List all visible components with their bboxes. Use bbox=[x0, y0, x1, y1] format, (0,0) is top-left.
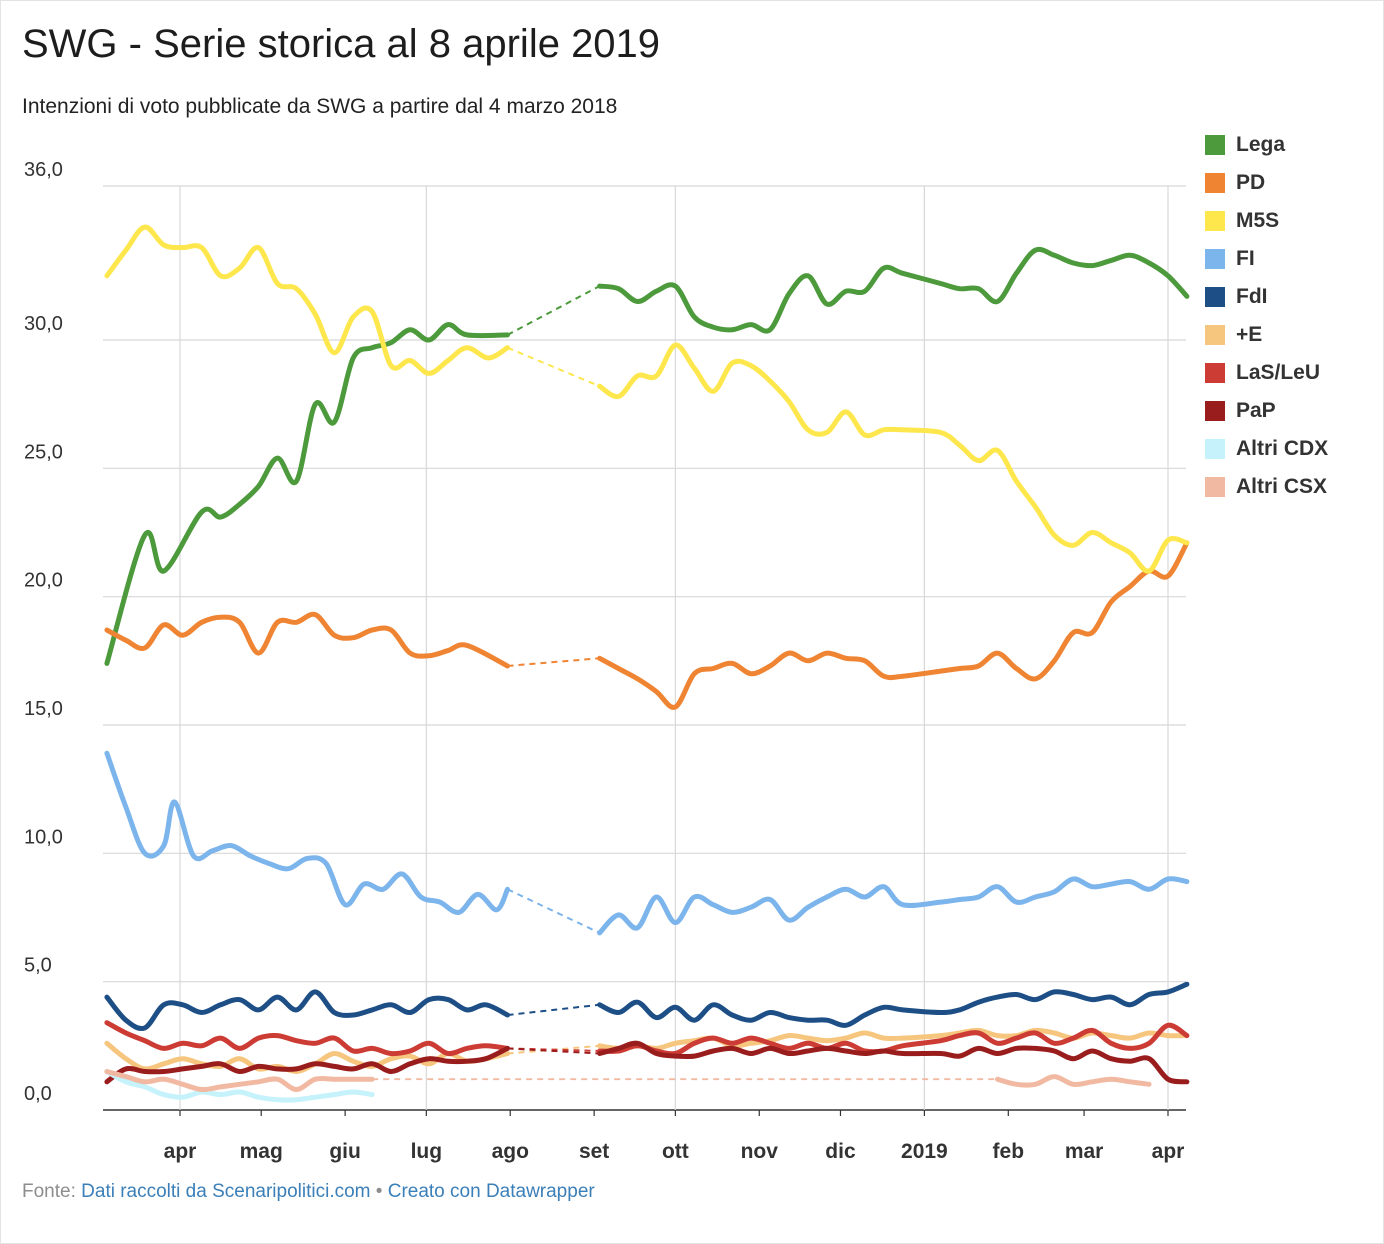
legend-swatch bbox=[1205, 477, 1225, 497]
series-line-pap bbox=[597, 1040, 1190, 1085]
footer: Fonte: Dati raccolti da Scenaripolitici.… bbox=[22, 1181, 595, 1203]
x-axis-tick-labels: apr mag giu lug ago set ott nov dic 2019 feb mar apr bbox=[164, 1110, 1185, 1163]
legend-swatch bbox=[1205, 363, 1225, 383]
series-line-pd bbox=[104, 611, 510, 669]
legend-swatch bbox=[1205, 173, 1225, 193]
x-tick-label: dic bbox=[825, 1140, 856, 1163]
series-line-fdi bbox=[104, 989, 510, 1031]
datawrapper-link[interactable]: Creato con Datawrapper bbox=[387, 1181, 595, 1202]
legend-swatch bbox=[1205, 287, 1225, 307]
legend-swatch bbox=[1205, 401, 1225, 421]
legend-label: Altri CDX bbox=[1236, 437, 1329, 460]
series-gap-m5s bbox=[507, 346, 600, 388]
series-gap-fi bbox=[507, 888, 600, 934]
legend-swatch bbox=[1205, 211, 1225, 231]
y-tick-label: 25,0 bbox=[24, 441, 63, 463]
series-line-altri-csx bbox=[104, 1069, 375, 1093]
y-tick-label: 0,0 bbox=[24, 1083, 52, 1105]
x-tick-label: apr bbox=[164, 1140, 197, 1163]
legend-label: FI bbox=[1236, 247, 1255, 270]
x-tick-label: mag bbox=[240, 1140, 283, 1163]
series-line-altri-cdx bbox=[104, 1069, 375, 1103]
x-tick-label: set bbox=[579, 1140, 609, 1163]
series-line-lega bbox=[597, 246, 1190, 334]
series-line-fi bbox=[104, 750, 510, 915]
y-tick-label: 15,0 bbox=[24, 698, 63, 720]
legend-item-pd: PD bbox=[1205, 164, 1375, 202]
series-line-pd bbox=[597, 540, 1190, 710]
footer-prefix: Fonte: bbox=[22, 1181, 76, 1202]
x-tick-label: ago bbox=[492, 1140, 529, 1163]
y-tick-label: 20,0 bbox=[24, 570, 63, 592]
y-tick-label: 30,0 bbox=[24, 313, 63, 335]
series-gap-pd bbox=[507, 657, 600, 667]
legend: Lega PD M5S FI FdI +E LaS/LeU PaP Altri CDX Altri… bbox=[1205, 126, 1375, 506]
x-tick-label: feb bbox=[993, 1140, 1025, 1163]
x-tick-label: lug bbox=[411, 1140, 443, 1163]
legend-swatch bbox=[1205, 249, 1225, 269]
y-tick-label: 5,0 bbox=[24, 955, 52, 977]
x-tick-label: 2019 bbox=[901, 1140, 948, 1163]
y-axis-tick-labels: 0,0 5,0 10,0 15,0 20,0 25,0 30,0 36,0 bbox=[24, 159, 63, 1105]
series-line-m5s bbox=[597, 342, 1190, 574]
legend-label: M5S bbox=[1236, 209, 1280, 232]
legend-item-altri-cdx: Altri CDX bbox=[1205, 430, 1375, 468]
legend-label: PD bbox=[1236, 171, 1266, 194]
series-gap-lega bbox=[507, 285, 601, 336]
series-line-las-leu bbox=[104, 1020, 510, 1057]
chart-title: SWG - Serie storica al 8 aprile 2019 bbox=[22, 22, 661, 66]
series-line-m5s bbox=[104, 224, 510, 376]
series-gap-pap bbox=[507, 1047, 600, 1055]
x-tick-label: apr bbox=[1152, 1140, 1185, 1163]
legend-swatch bbox=[1205, 439, 1225, 459]
x-tick-label: nov bbox=[741, 1140, 779, 1163]
legend-swatch bbox=[1205, 325, 1225, 345]
source-link[interactable]: Dati raccolti da Scenaripolitici.com bbox=[81, 1181, 371, 1202]
legend-label: +E bbox=[1236, 323, 1263, 346]
legend-item-m5s: M5S bbox=[1205, 202, 1375, 240]
series-line-fi bbox=[597, 876, 1190, 936]
footer-separator: • bbox=[375, 1181, 383, 1202]
legend-item-las-leu: LaS/LeU bbox=[1205, 354, 1375, 392]
chart-subtitle: Intenzioni di voto pubblicate da SWG a p… bbox=[22, 95, 618, 118]
series-line-lega bbox=[104, 322, 510, 666]
x-tick-label: mar bbox=[1065, 1140, 1104, 1163]
y-tick-label: 36,0 bbox=[24, 159, 63, 181]
legend-item-fdi: FdI bbox=[1205, 278, 1375, 316]
x-tick-label: ott bbox=[662, 1140, 689, 1163]
legend-item-fi: FI bbox=[1205, 240, 1375, 278]
legend-item-pap: PaP bbox=[1205, 392, 1375, 430]
series-lines bbox=[104, 224, 1190, 1103]
series-line-altri-csx bbox=[995, 1074, 1152, 1088]
legend-item-lega: Lega bbox=[1205, 126, 1375, 164]
legend-label: FdI bbox=[1236, 285, 1268, 308]
legend-label: Lega bbox=[1236, 133, 1286, 156]
legend-swatch bbox=[1205, 135, 1225, 155]
legend-label: Altri CSX bbox=[1236, 475, 1328, 498]
series-line-fdi bbox=[597, 981, 1190, 1028]
legend-item-altri-csx: Altri CSX bbox=[1205, 468, 1375, 506]
series-gap-fdi bbox=[507, 1003, 600, 1017]
x-tick-label: giu bbox=[329, 1140, 361, 1163]
legend-label: PaP bbox=[1236, 399, 1276, 422]
legend-item-e: +E bbox=[1205, 316, 1375, 354]
series-line-pap bbox=[104, 1045, 510, 1085]
legend-label: LaS/LeU bbox=[1236, 361, 1321, 384]
y-tick-label: 10,0 bbox=[24, 826, 63, 848]
